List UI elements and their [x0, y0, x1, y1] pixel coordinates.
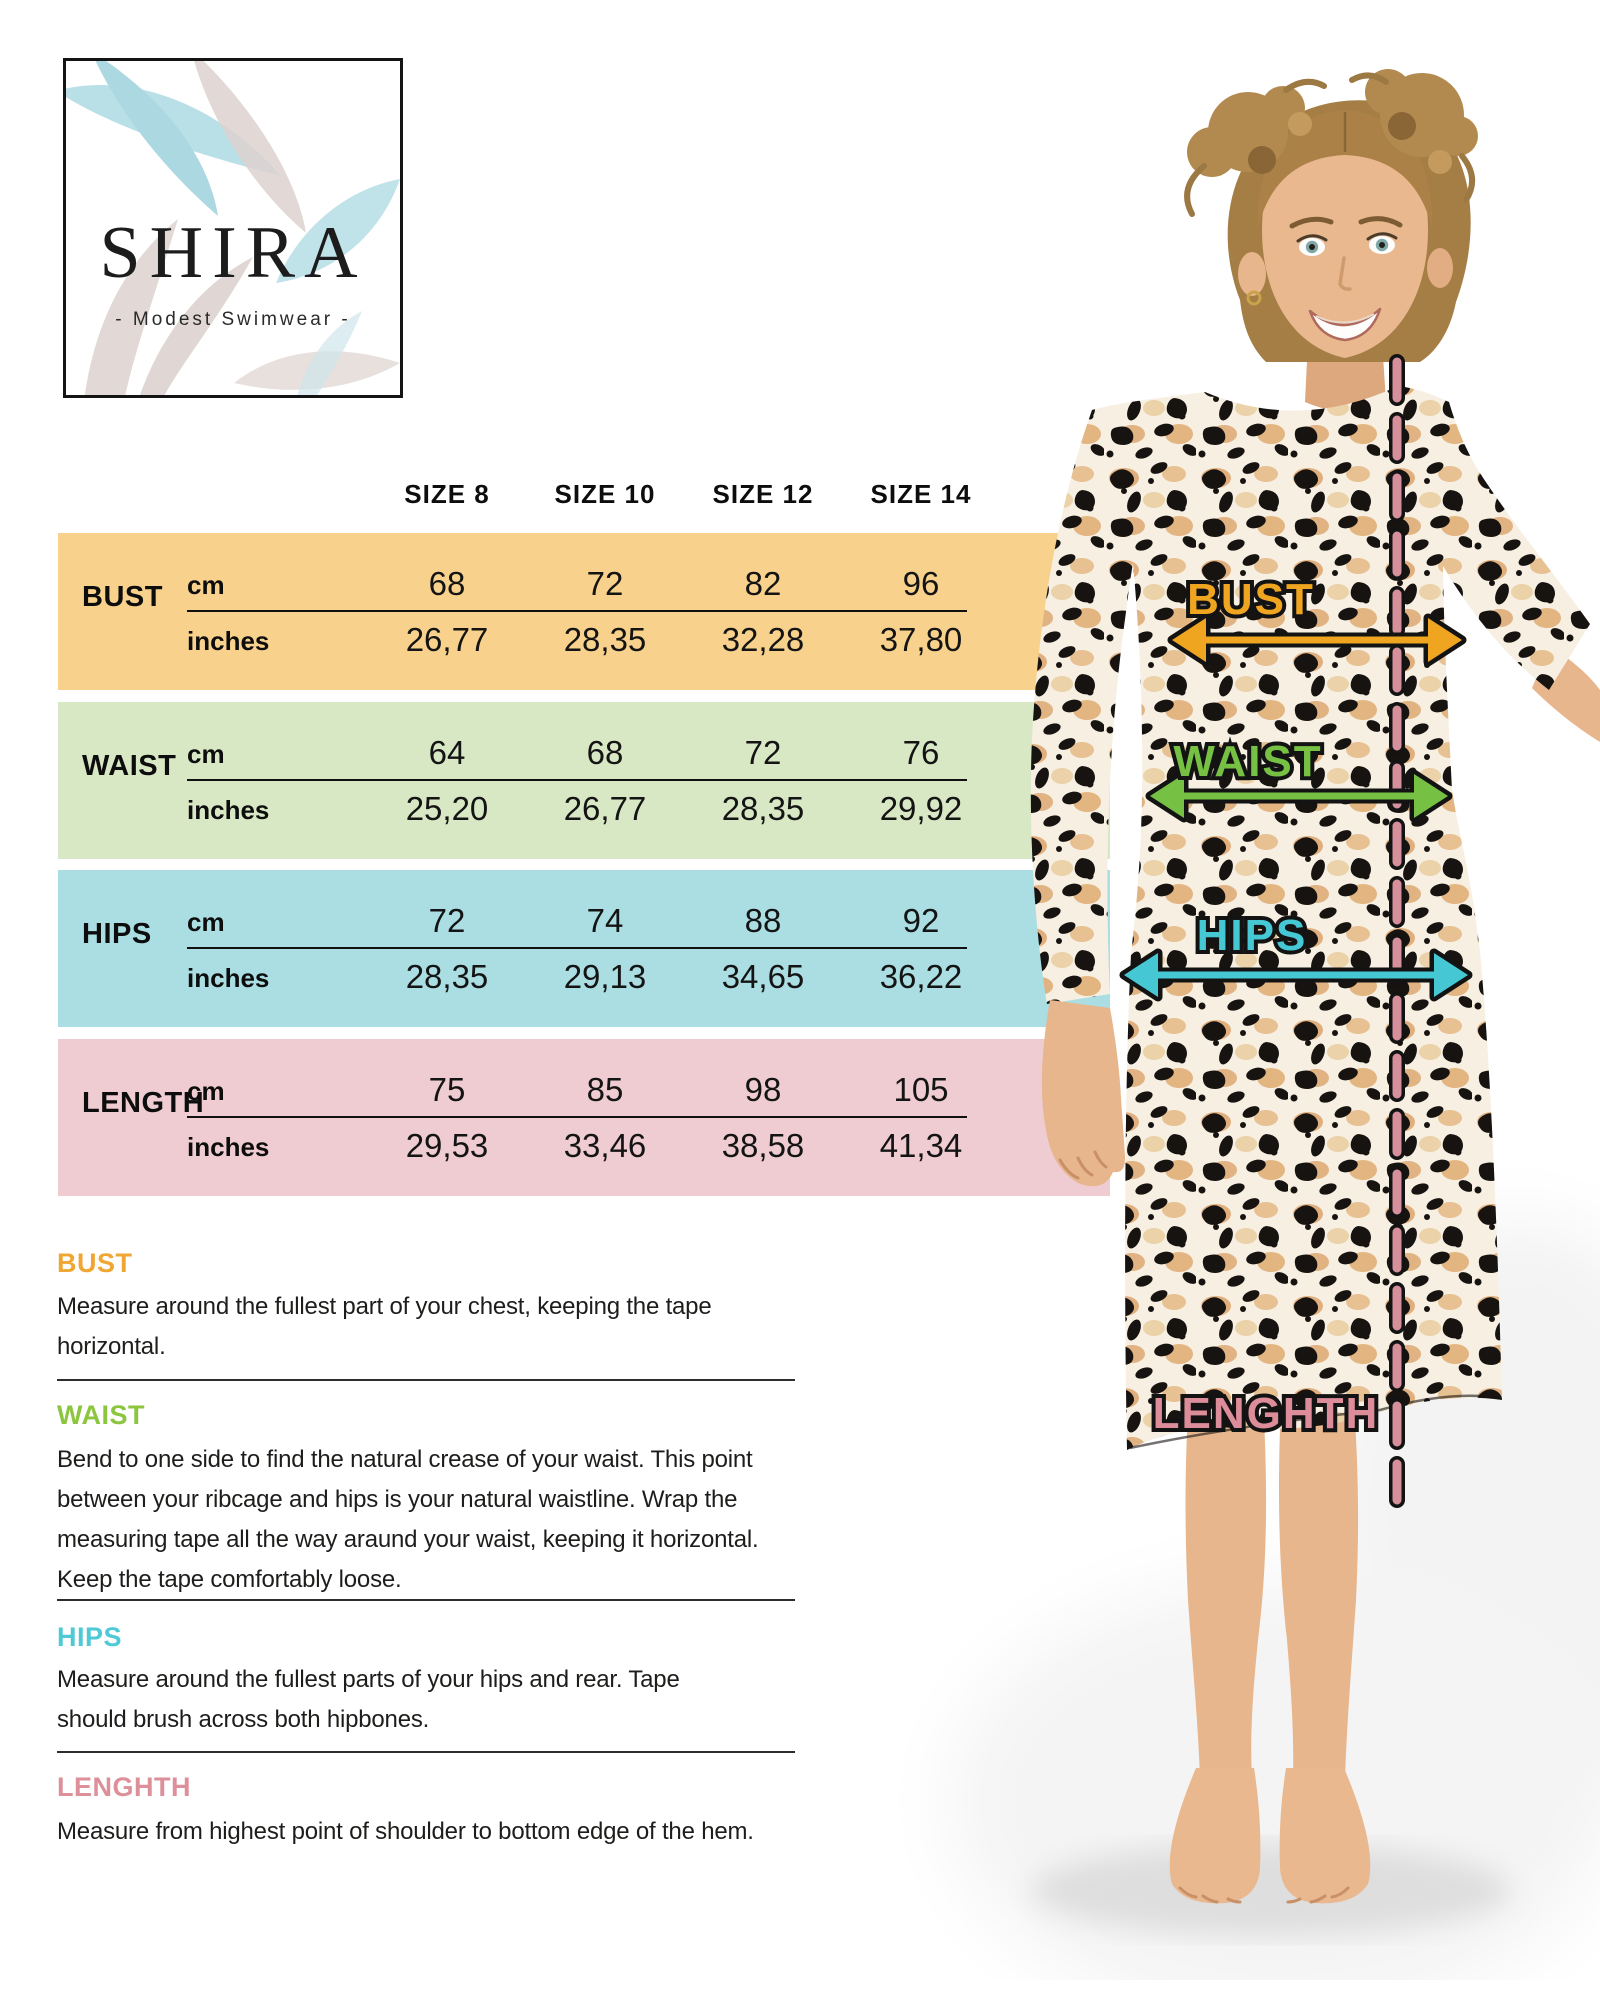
cell-value: 68 [586, 734, 624, 771]
leopard-dress [1030, 386, 1590, 1450]
length-annotation-label: LENGHTH [1153, 1389, 1380, 1438]
cell-value: 105 [893, 1071, 949, 1108]
size-row-length: LENGTH cm inches 75 85 98 105 29,53 33,4… [58, 1039, 1110, 1196]
unit-inches-label: inches [187, 963, 270, 993]
guide-text-waist: Bend to one side to find the natural cre… [57, 1446, 759, 1593]
cell-value: 29,13 [563, 958, 647, 995]
bust-annotation-label: BUST [1187, 575, 1315, 624]
cell-value: 25,20 [405, 790, 489, 827]
hips-annotation-label: HIPS [1197, 911, 1308, 960]
cell-value: 88 [744, 902, 782, 939]
waist-annotation-label: WAIST [1173, 737, 1322, 786]
model-hair-buns [1184, 69, 1478, 217]
dress-hem-line [1129, 1394, 1501, 1450]
cell-value: 75 [428, 1071, 466, 1108]
cell-value: 33,46 [563, 1127, 647, 1164]
guide-title-waist: WAIST [57, 1400, 145, 1430]
row-label-hips: HIPS [82, 918, 152, 950]
model-photo: BUST WAIST HIPS LENGHTH [950, 69, 1600, 1980]
cell-value: 68 [428, 565, 466, 602]
guide-title-bust: BUST [57, 1248, 133, 1278]
guide-title-hips: HIPS [57, 1622, 123, 1652]
guide-divider [57, 1599, 795, 1601]
hips-arrow [1119, 948, 1473, 1002]
cell-value: 34,65 [721, 958, 805, 995]
cell-value: 29,53 [405, 1127, 489, 1164]
guide-divider [57, 1751, 795, 1753]
cell-value: 38,58 [721, 1127, 805, 1164]
model-left-hand [1041, 1000, 1126, 1187]
cell-value: 76 [902, 734, 940, 771]
size-row-bust: BUST cm inches 68 72 82 96 26,77 28,35 3… [58, 533, 1110, 690]
cell-value: 36,22 [879, 958, 963, 995]
cell-value: 26,77 [563, 790, 647, 827]
cell-value: 82 [744, 565, 782, 602]
brand-name: SHIRA [99, 212, 367, 294]
cell-value: 29,92 [879, 790, 963, 827]
cell-value: 26,77 [405, 621, 489, 658]
row-divider [187, 610, 967, 612]
earring [1246, 290, 1262, 306]
row-divider [187, 1116, 967, 1118]
unit-cm-label: cm [187, 570, 225, 600]
row-label-bust: BUST [82, 581, 163, 613]
size-header-10: SIZE 10 [554, 479, 656, 509]
model-legs [1169, 1380, 1371, 1904]
cell-value: 28,35 [563, 621, 647, 658]
cell-value: 64 [428, 734, 466, 771]
cell-value: 28,35 [405, 958, 489, 995]
cell-value: 96 [902, 565, 940, 602]
guide-divider [57, 1379, 795, 1381]
size-row-hips: HIPS cm inches 72 74 88 92 28,35 29,13 3… [58, 870, 1110, 1027]
row-divider [187, 779, 967, 781]
cell-value: 98 [744, 1071, 782, 1108]
cell-value: 74 [586, 902, 624, 939]
guide-text-hips: Measure around the fullest parts of your… [57, 1666, 680, 1733]
size-header-8: SIZE 8 [404, 479, 490, 509]
cell-value: 85 [586, 1071, 624, 1108]
cell-value: 41,34 [879, 1127, 963, 1164]
floor-shadow [1031, 1844, 1511, 1936]
bust-arrow [1167, 613, 1467, 667]
row-label-waist: WAIST [82, 750, 177, 782]
guide-text-length: Measure from highest point of shoulder t… [57, 1818, 754, 1845]
size-row-waist: WAIST cm inches 64 68 72 76 25,20 26,77 … [58, 702, 1110, 859]
brand-tagline: - Modest Swimwear - [115, 309, 351, 330]
cell-value: 37,80 [879, 621, 963, 658]
waist-arrow [1145, 769, 1453, 823]
unit-cm-label: cm [187, 907, 225, 937]
brand-logo: SHIRA - Modest Swimwear - [63, 58, 403, 398]
size-header-14: SIZE 14 [870, 479, 972, 509]
unit-cm-label: cm [187, 739, 225, 769]
cell-value: 32,28 [721, 621, 805, 658]
cell-value: 92 [902, 902, 940, 939]
palm-leaves-decoration [66, 61, 400, 395]
unit-inches-label: inches [187, 1132, 270, 1162]
cell-value: 28,35 [721, 790, 805, 827]
guide-title-length: LENGHTH [57, 1772, 191, 1802]
cell-value: 72 [428, 902, 466, 939]
unit-cm-label: cm [187, 1076, 225, 1106]
guide-text-bust: Measure around the fullest part of your … [57, 1293, 712, 1360]
unit-inches-label: inches [187, 626, 270, 656]
unit-inches-label: inches [187, 795, 270, 825]
size-header-12: SIZE 12 [712, 479, 814, 509]
cell-value: 72 [586, 565, 624, 602]
row-label-length: LENGTH [82, 1087, 205, 1119]
cell-value: 72 [744, 734, 782, 771]
row-divider [187, 947, 967, 949]
